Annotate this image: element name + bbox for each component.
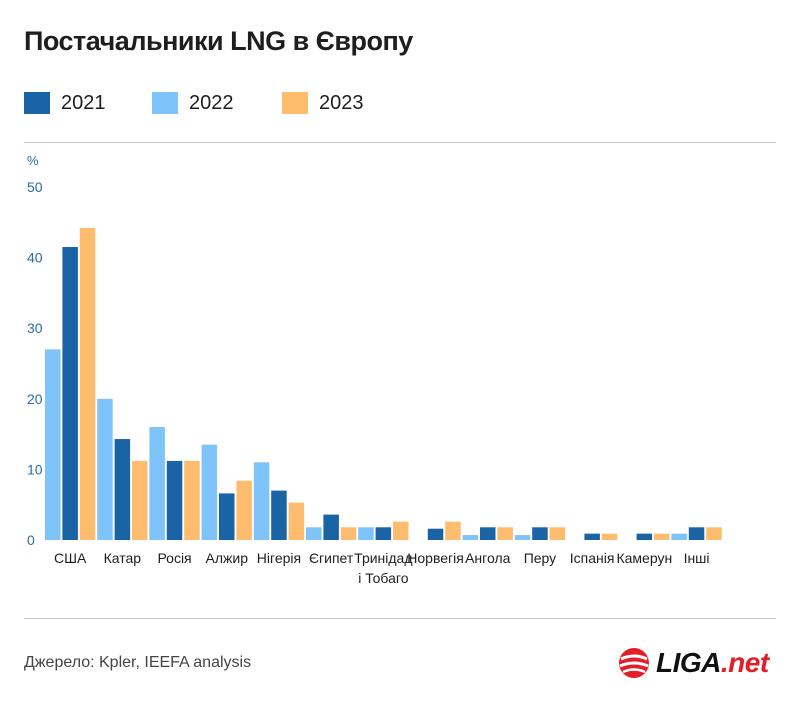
bar-2021 (480, 527, 496, 540)
source-note: Джерело: Kpler, IEEFA analysis (24, 654, 252, 671)
bar-2022 (201, 444, 218, 540)
x-tick-label: США (54, 550, 87, 566)
x-tick-label: Нігерія (257, 550, 301, 566)
bar-2021 (427, 528, 444, 540)
bar-2022 (45, 349, 61, 540)
bar-2023 (497, 527, 513, 540)
bar-2021 (114, 439, 131, 540)
bar-2021 (584, 533, 600, 540)
x-tick-label: Інші (684, 550, 710, 566)
bar-2022 (358, 527, 374, 540)
legend-label-2023: 2023 (319, 91, 364, 114)
x-tick-label: Іспанія (570, 550, 615, 566)
x-tick-label: Росія (157, 550, 191, 566)
legend-item-2021: 2021 (24, 90, 106, 116)
bar-2021 (62, 247, 78, 540)
bar-2021 (271, 490, 287, 540)
x-tick-label: Камерун (616, 550, 672, 566)
bar-2023 (288, 502, 305, 540)
logo-brand: LIGA (656, 647, 721, 678)
bar-2021 (532, 527, 548, 540)
legend-label-2022: 2022 (189, 91, 234, 114)
x-tick-label: Алжир (206, 550, 249, 566)
y-axis-unit-label: % (27, 153, 39, 168)
bar-2022 (253, 462, 270, 540)
bar-2022 (462, 535, 479, 540)
bar-2023 (445, 521, 461, 540)
legend-swatch-2022 (152, 92, 178, 114)
legend-item-2022: 2022 (152, 90, 234, 116)
bar-2021 (166, 460, 183, 540)
bar-2021 (323, 514, 339, 540)
legend-swatch-2023 (282, 92, 308, 114)
bar-2023 (184, 460, 200, 540)
y-tick-label: 0 (27, 532, 35, 548)
x-tick-label: Ангола (465, 550, 511, 566)
x-tick-label: Єгипет (309, 550, 354, 566)
bar-2021 (636, 533, 653, 540)
y-tick-label: 10 (27, 461, 43, 477)
legend-label-2021: 2021 (61, 91, 106, 114)
legend-swatch-2021 (24, 92, 50, 114)
bar-2023 (601, 533, 618, 540)
bar-2023 (393, 521, 409, 540)
y-tick-label: 30 (27, 320, 43, 336)
bar-2022 (97, 398, 113, 540)
bar-2023 (79, 227, 96, 540)
logo-text: LIGA.net (656, 647, 769, 679)
bar-2022 (671, 533, 687, 540)
x-tick-label: Катар (104, 550, 142, 566)
bar-2022 (149, 427, 165, 540)
bar-2023 (132, 460, 148, 540)
bar-2023 (654, 533, 670, 540)
bar-2021 (375, 527, 392, 540)
bottom-divider (24, 618, 776, 619)
x-tick-label: і Тобаго (358, 570, 409, 586)
y-tick-label: 20 (27, 391, 43, 407)
bar-2021 (219, 493, 235, 540)
legend-item-2023: 2023 (282, 90, 364, 116)
bar-2023 (706, 527, 722, 540)
bar-2021 (688, 527, 705, 540)
x-tick-label: Перу (524, 550, 556, 566)
liga-logo[interactable]: LIGA.net (616, 640, 780, 686)
y-tick-label: 40 (27, 250, 43, 266)
x-tick-label: Норвегія (407, 550, 464, 566)
x-tick-label: Тринідад (354, 550, 412, 566)
bar-2023 (549, 527, 566, 540)
bar-2023 (236, 480, 252, 540)
y-tick-label: 50 (27, 179, 43, 195)
top-divider (24, 142, 776, 143)
logo-suffix: .net (720, 647, 769, 678)
bar-2023 (340, 527, 357, 540)
liga-globe-icon (619, 648, 649, 678)
bar-2022 (306, 527, 322, 540)
bar-chart: % 0 10 20 30 40 50 США Катар Росія Алжир Нігерія Єги… (27, 153, 722, 586)
chart-title: Постачальники LNG в Європу (24, 26, 413, 56)
bar-2022 (514, 535, 531, 540)
